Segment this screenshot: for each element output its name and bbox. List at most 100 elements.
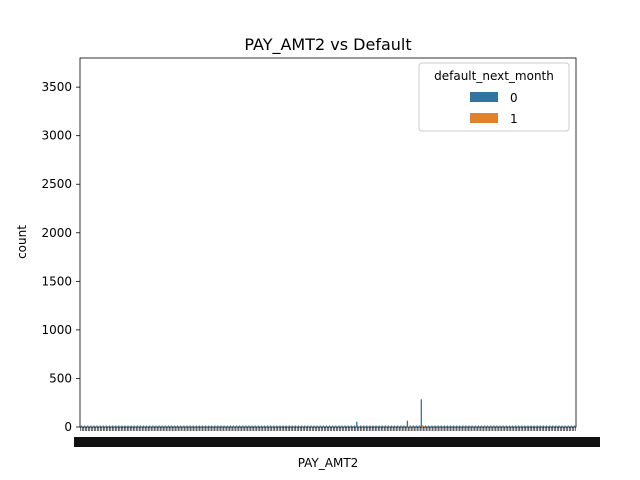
x-axis-label: PAY_AMT2 bbox=[298, 456, 359, 470]
bar-minor bbox=[214, 425, 216, 427]
bar-minor bbox=[483, 425, 486, 427]
bar-minor bbox=[322, 425, 324, 427]
bar-minor bbox=[167, 425, 169, 427]
bar-minor bbox=[487, 425, 489, 427]
x-axis bbox=[74, 427, 600, 447]
bar-minor bbox=[449, 425, 452, 427]
y-tick-label: 500 bbox=[49, 371, 72, 385]
bar-minor bbox=[325, 425, 328, 427]
bar-minor bbox=[561, 425, 563, 427]
bar-minor bbox=[127, 425, 129, 427]
bar-minor bbox=[232, 425, 235, 427]
bar-minor bbox=[158, 425, 160, 427]
bar-minor bbox=[136, 425, 138, 427]
bar-minor bbox=[121, 425, 123, 427]
bar-minor bbox=[248, 425, 250, 427]
bar-minor bbox=[359, 425, 362, 427]
bar-minor bbox=[146, 425, 148, 427]
bar-minor bbox=[285, 425, 287, 427]
bar-minor bbox=[369, 425, 371, 427]
y-tick-label: 3000 bbox=[41, 129, 72, 143]
bar-minor bbox=[276, 425, 278, 427]
bar-minor bbox=[84, 425, 86, 427]
bar-minor bbox=[545, 425, 548, 427]
bar-minor bbox=[192, 425, 194, 427]
bar-minor bbox=[297, 425, 300, 427]
bar-minor bbox=[99, 425, 101, 427]
bar-minor bbox=[152, 425, 154, 427]
bar-minor bbox=[155, 425, 157, 427]
y-tick-label: 2500 bbox=[41, 177, 72, 191]
bar-minor bbox=[409, 425, 411, 427]
bar-minor bbox=[505, 425, 507, 427]
bar-minor bbox=[465, 425, 467, 427]
y-tick-label: 1500 bbox=[41, 274, 72, 288]
bar-minor bbox=[564, 425, 566, 427]
y-tick-label: 0 bbox=[64, 420, 72, 434]
bar-minor bbox=[437, 425, 439, 427]
bar-minor bbox=[558, 425, 560, 427]
bar-minor bbox=[245, 425, 247, 427]
bar-minor bbox=[474, 425, 476, 427]
bar-minor bbox=[235, 425, 238, 427]
bar-minor bbox=[456, 425, 458, 427]
bar-minor bbox=[496, 425, 498, 427]
bar-minor bbox=[291, 425, 293, 427]
bar-minor bbox=[511, 425, 514, 427]
bar-minor bbox=[328, 425, 331, 427]
bar-minor bbox=[415, 425, 417, 427]
bar-minor bbox=[310, 425, 312, 427]
bar-series-0 bbox=[420, 399, 422, 427]
bar-minor bbox=[111, 425, 114, 427]
bar-minor bbox=[332, 425, 334, 427]
y-axis: 0 500 1000 1500 2000 2500 3000 3500 bbox=[41, 80, 80, 434]
bar-minor bbox=[366, 425, 368, 427]
bar-minor bbox=[96, 425, 98, 427]
bar-minor bbox=[102, 425, 104, 427]
bar-minor bbox=[443, 425, 445, 427]
bar-minor bbox=[431, 425, 433, 427]
bar-minor bbox=[279, 425, 281, 427]
bar-minor bbox=[502, 425, 504, 427]
bar-minor bbox=[183, 425, 185, 427]
bar-minor bbox=[378, 425, 380, 427]
y-axis-label: count bbox=[15, 225, 29, 259]
bar-minor bbox=[195, 425, 197, 427]
bar-minor bbox=[394, 425, 396, 427]
bar-minor bbox=[508, 425, 510, 427]
bar-minor bbox=[288, 425, 290, 427]
bar-minor bbox=[499, 425, 501, 427]
bar-minor bbox=[294, 425, 297, 427]
bar-minor bbox=[93, 425, 95, 427]
bar-minor bbox=[223, 425, 225, 427]
bar-minor bbox=[536, 425, 538, 427]
bar-minor bbox=[263, 425, 266, 427]
bar-minor bbox=[573, 425, 576, 427]
bar-minor bbox=[173, 425, 176, 427]
bar-minor bbox=[446, 425, 448, 427]
bar-minor bbox=[524, 425, 526, 427]
bar-minor bbox=[217, 425, 219, 427]
bar-minor bbox=[108, 425, 111, 427]
bar-minor bbox=[201, 425, 204, 427]
bar-minor bbox=[390, 425, 393, 427]
legend-label-1: 1 bbox=[510, 112, 518, 126]
bar-minor bbox=[477, 425, 479, 427]
bar-minor bbox=[204, 425, 207, 427]
bar-minor bbox=[418, 425, 421, 427]
bar-minor bbox=[226, 425, 228, 427]
bar-minor bbox=[471, 425, 473, 427]
bar-minor bbox=[149, 425, 151, 427]
bar-minor bbox=[387, 425, 390, 427]
bar-minor bbox=[570, 425, 572, 427]
bar-minor bbox=[273, 425, 275, 427]
bar-minor bbox=[338, 425, 340, 427]
plot-frame bbox=[79, 57, 577, 428]
bar-minor bbox=[353, 425, 355, 427]
bar-minor bbox=[341, 425, 343, 427]
bar-minor bbox=[242, 425, 244, 427]
bar-minor bbox=[521, 425, 523, 427]
bar-minor bbox=[403, 425, 405, 427]
y-tick-label: 3500 bbox=[41, 80, 72, 94]
